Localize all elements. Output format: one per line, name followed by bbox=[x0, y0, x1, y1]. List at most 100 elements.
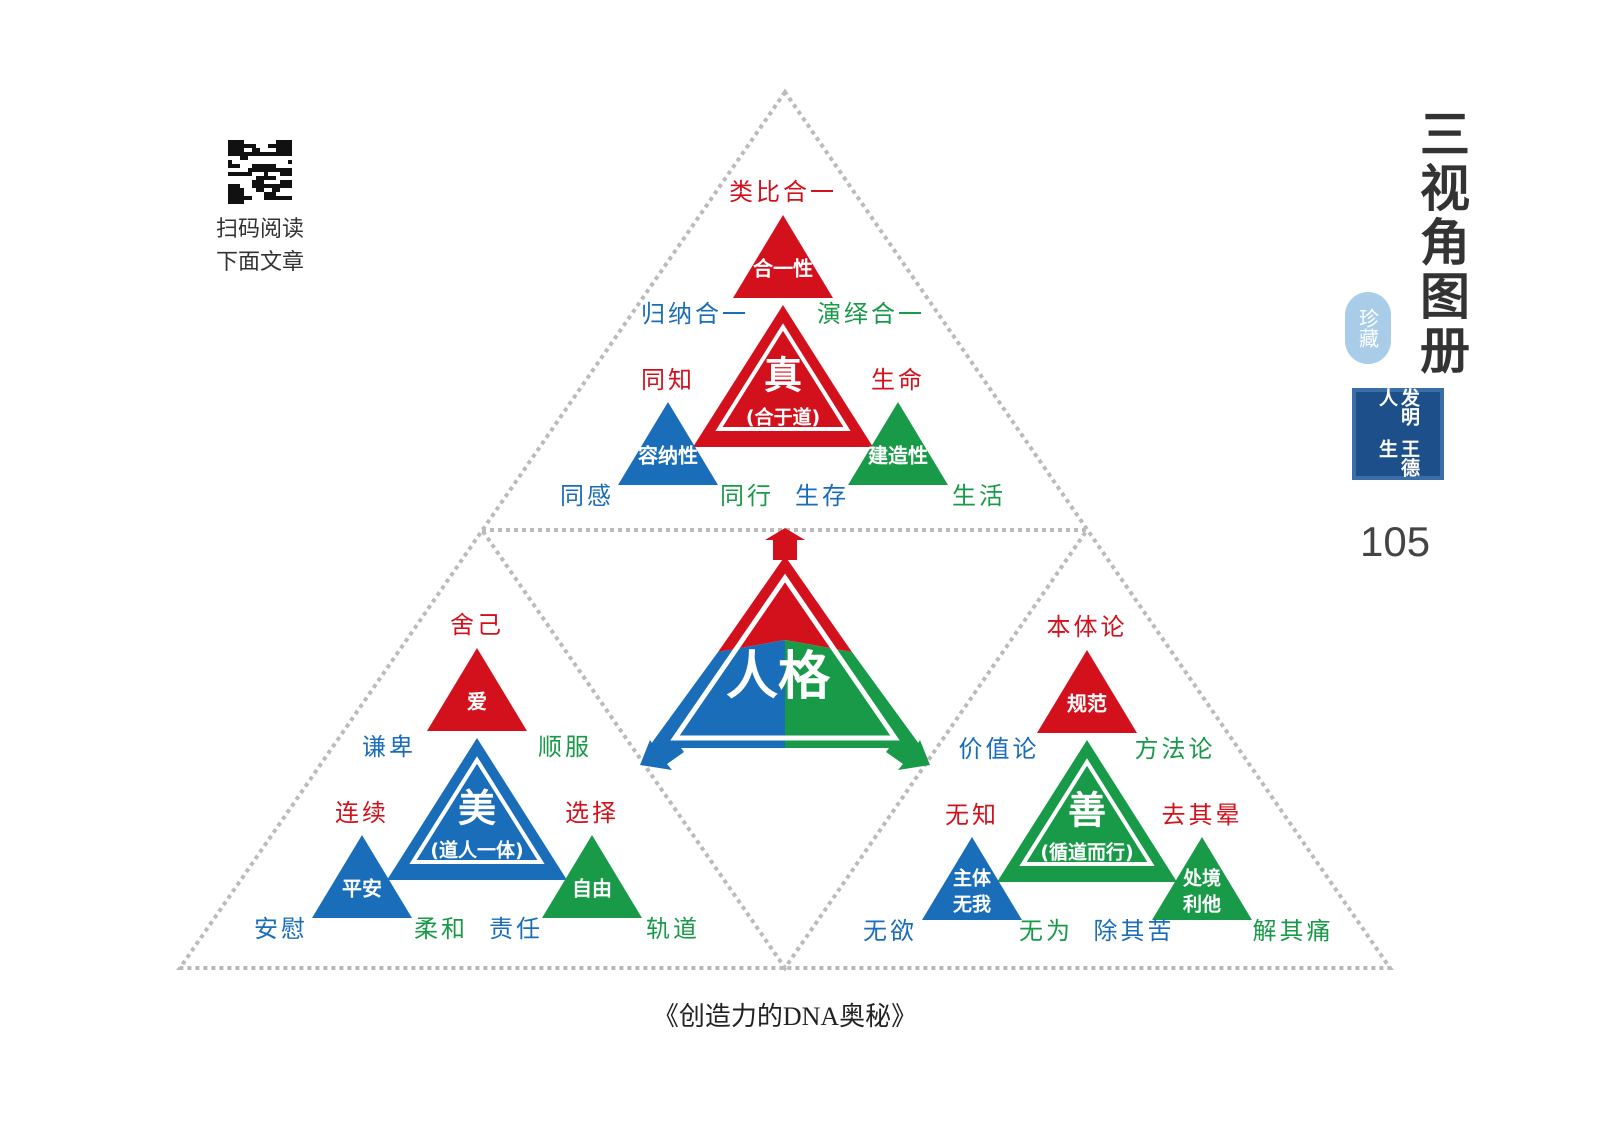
core-outline bbox=[715, 323, 851, 431]
qr-cell bbox=[244, 196, 248, 200]
qr-cell bbox=[248, 172, 252, 176]
qr-cell bbox=[228, 172, 232, 176]
side-note: 生命 bbox=[871, 366, 925, 394]
apex-note: 舍己 bbox=[450, 611, 504, 639]
qr-cell bbox=[252, 148, 256, 152]
qr-cell bbox=[244, 172, 248, 176]
qr-cell bbox=[268, 184, 272, 188]
qr-cell bbox=[260, 184, 264, 188]
qr-cell bbox=[232, 144, 236, 148]
qr-cell bbox=[228, 188, 232, 192]
qr-cell bbox=[236, 192, 240, 196]
qr-cell bbox=[236, 144, 240, 148]
left-triangle bbox=[618, 402, 718, 485]
qr-cell bbox=[244, 144, 248, 148]
side-note: 去其晕 bbox=[1162, 801, 1243, 829]
apex-note: 本体论 bbox=[1047, 613, 1128, 641]
qr-cell bbox=[276, 148, 280, 152]
qr-cell bbox=[288, 180, 292, 184]
bottom-note: 轨道 bbox=[646, 915, 700, 943]
right-triangle bbox=[1152, 837, 1252, 920]
qr-cell bbox=[264, 152, 268, 156]
triangle-label: 主体 bbox=[953, 867, 992, 890]
side-title: 三视角图册 bbox=[1412, 108, 1471, 378]
qr-cell bbox=[248, 168, 252, 172]
triangle-label: 合一性 bbox=[753, 257, 813, 281]
qr-cell bbox=[276, 168, 280, 172]
stamp-name: 王德生 bbox=[1376, 439, 1420, 477]
qr-cell bbox=[268, 164, 272, 168]
qr-cell bbox=[232, 152, 236, 156]
qr-cell bbox=[256, 188, 260, 192]
qr-cell bbox=[264, 184, 268, 188]
qr-cell bbox=[252, 184, 256, 188]
qr-cell bbox=[260, 168, 264, 172]
qr-cell bbox=[232, 184, 236, 188]
qr-cell bbox=[236, 184, 240, 188]
seal: 珍藏 bbox=[1345, 292, 1391, 364]
center-arrow bbox=[765, 528, 805, 560]
qr-cell bbox=[244, 156, 248, 160]
qr-cell bbox=[228, 164, 232, 168]
qr-cell bbox=[272, 196, 276, 200]
qr-cell bbox=[268, 196, 272, 200]
triangle-label: 平安 bbox=[342, 877, 382, 901]
qr-cell bbox=[240, 148, 244, 152]
apex-triangle bbox=[1037, 650, 1137, 733]
side-note: 无知 bbox=[945, 801, 999, 829]
core-title: 善 bbox=[1068, 789, 1106, 833]
bottom-note: 解其痛 bbox=[1253, 917, 1334, 945]
center-outline bbox=[670, 573, 900, 741]
bottom-note: 生存 bbox=[795, 482, 849, 510]
qr-cell bbox=[240, 196, 244, 200]
left-note: 归纳合一 bbox=[641, 300, 749, 328]
qr-cell bbox=[272, 184, 276, 188]
qr-cell bbox=[256, 152, 260, 156]
qr-cell bbox=[260, 176, 264, 180]
qr-cell bbox=[272, 168, 276, 172]
center-part bbox=[718, 556, 852, 652]
qr-cell bbox=[280, 172, 284, 176]
side-note: 同知 bbox=[641, 366, 695, 394]
core-title: 美 bbox=[458, 787, 496, 831]
qr-cell bbox=[272, 192, 276, 196]
qr-cell bbox=[276, 144, 280, 148]
qr-cell bbox=[264, 172, 268, 176]
qr-cell bbox=[272, 164, 276, 168]
qr-cell bbox=[284, 152, 288, 156]
bottom-note: 柔和 bbox=[414, 915, 468, 943]
right-triangle bbox=[542, 835, 642, 918]
qr-cell bbox=[288, 184, 292, 188]
qr-cell bbox=[288, 168, 292, 172]
qr-cell bbox=[232, 196, 236, 200]
core-subtitle: (循道而行) bbox=[1040, 841, 1133, 864]
qr-cell bbox=[256, 184, 260, 188]
qr-cell bbox=[264, 168, 268, 172]
qr-cell bbox=[228, 140, 232, 144]
triangle-label: 自由 bbox=[572, 877, 612, 901]
qr-cell bbox=[236, 148, 240, 152]
side-note: 连续 bbox=[335, 799, 389, 827]
qr-cell bbox=[280, 196, 284, 200]
qr-cell bbox=[228, 144, 232, 148]
qr-cell bbox=[288, 148, 292, 152]
qr-cell bbox=[280, 148, 284, 152]
qr-cell bbox=[280, 152, 284, 156]
qr-cell bbox=[280, 180, 284, 184]
qr-cell bbox=[280, 144, 284, 148]
qr-cell bbox=[284, 196, 288, 200]
qr-cell bbox=[284, 172, 288, 176]
qr-cell bbox=[228, 196, 232, 200]
qr-cell bbox=[288, 152, 292, 156]
qr-cell bbox=[260, 152, 264, 156]
core-triangle bbox=[997, 740, 1177, 882]
qr-cell bbox=[272, 176, 276, 180]
qr-cell bbox=[228, 148, 232, 152]
bottom-note: 同感 bbox=[560, 482, 614, 510]
qr-cell bbox=[252, 168, 256, 172]
qr-cell bbox=[276, 184, 280, 188]
qr-cell bbox=[252, 180, 256, 184]
qr-cell bbox=[284, 180, 288, 184]
qr-cell bbox=[252, 164, 256, 168]
qr-cell bbox=[260, 164, 264, 168]
